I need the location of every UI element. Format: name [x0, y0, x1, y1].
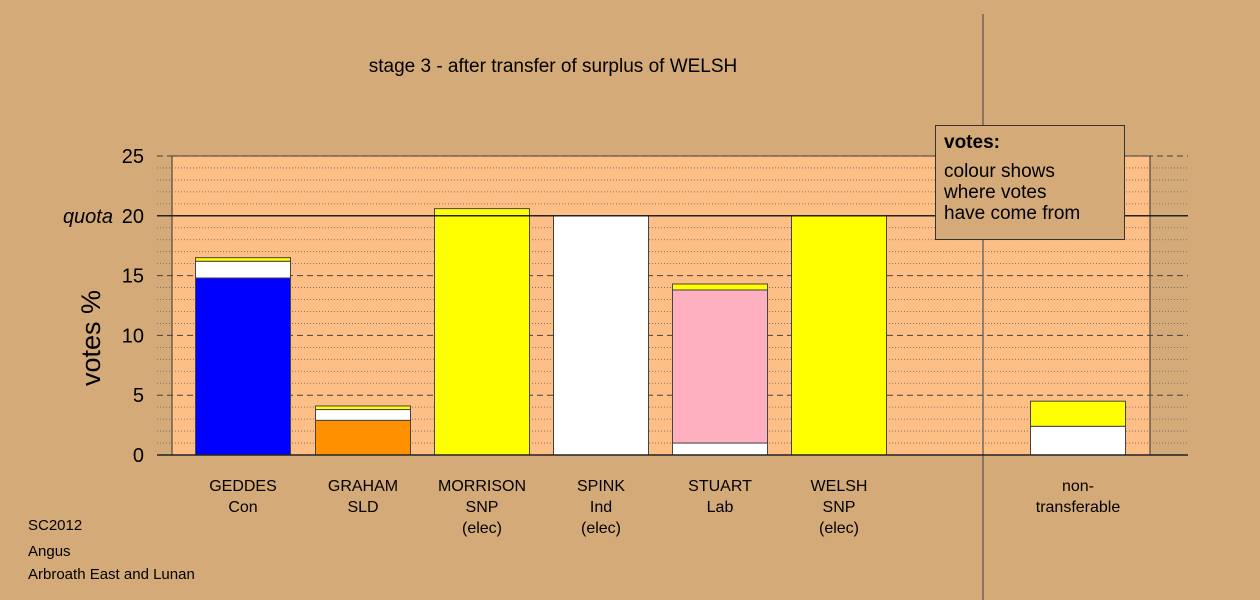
bar-segment: [434, 208, 530, 456]
x-category-label: (elec): [581, 520, 621, 537]
legend-line-3: have come from: [944, 203, 1081, 224]
bar-segment: [672, 289, 768, 444]
x-category-label: Ind: [590, 499, 612, 516]
bar-segment: [315, 419, 411, 456]
x-category-label: (elec): [462, 520, 502, 537]
legend-line-2: where votes: [944, 182, 1047, 203]
bar-segment: [195, 277, 291, 456]
quota-label: quota: [63, 206, 113, 228]
x-category-label: transferable: [1036, 499, 1121, 516]
x-category-label: GEDDES: [209, 478, 277, 495]
y-tick-label: 10: [122, 325, 144, 347]
x-category-label: (elec): [819, 520, 859, 537]
chart-title: stage 3 - after transfer of surplus of W…: [369, 56, 738, 77]
x-category-label: non-: [1062, 478, 1094, 495]
x-category-label: STUART: [688, 478, 752, 495]
bar-segment: [1030, 400, 1126, 427]
bar-segment: [672, 442, 768, 456]
y-axis-title: votes %: [76, 290, 106, 386]
x-category-label: SNP: [823, 499, 856, 516]
y-tick-label: 20: [122, 206, 144, 228]
bar-segment: [195, 260, 291, 279]
footer-ward: Arbroath East and Lunan: [28, 566, 195, 583]
bar-segment: [553, 215, 649, 456]
bar-segment: [315, 409, 411, 421]
x-category-label: Lab: [707, 499, 734, 516]
x-category-label: GRAHAM: [328, 478, 398, 495]
x-category-label: SNP: [466, 499, 499, 516]
x-category-label: MORRISON: [438, 478, 526, 495]
legend-box: votes: colour shows where votes have com…: [935, 125, 1125, 240]
legend-line-1: colour shows: [944, 161, 1055, 182]
footer-election: SC2012: [28, 517, 83, 534]
legend-title: votes:: [944, 132, 1000, 153]
bar-segment: [195, 257, 291, 262]
x-category-label: WELSH: [811, 478, 868, 495]
footer-council: Angus: [28, 543, 71, 560]
x-category-label: SPINK: [577, 478, 625, 495]
y-tick-label: 5: [133, 385, 144, 407]
bar-segment: [315, 405, 411, 411]
y-tick-label: 25: [122, 146, 144, 168]
x-category-label: SLD: [347, 499, 378, 516]
bar-segment: [672, 283, 768, 291]
bar-segment: [1030, 425, 1126, 456]
y-tick-label: 15: [122, 266, 144, 288]
bar-segment: [791, 215, 887, 456]
y-tick-label: 0: [133, 445, 144, 467]
x-category-label: Con: [228, 499, 257, 516]
